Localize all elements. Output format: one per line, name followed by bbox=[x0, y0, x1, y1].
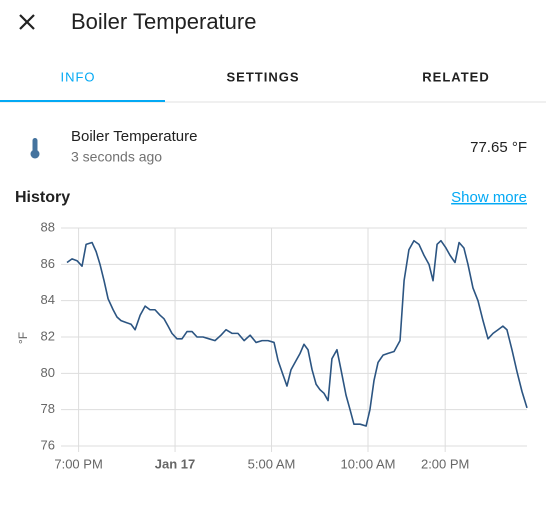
entity-name: Boiler Temperature bbox=[71, 128, 197, 145]
last-changed: 3 seconds ago bbox=[71, 149, 162, 165]
tab[interactable]: INFO bbox=[60, 69, 95, 84]
thermometer-icon bbox=[30, 138, 40, 159]
entity-state: 77.65 °F bbox=[470, 139, 527, 156]
y-axis-label: °F bbox=[16, 332, 30, 344]
show-more-link[interactable]: Show more bbox=[451, 189, 527, 206]
chart: 76 78 80 82 84 86 88 7:00 PM Jan 17 5:00 AM 10:00 … bbox=[41, 219, 528, 471]
y-tick-label: 82 bbox=[41, 328, 55, 343]
tab[interactable]: SETTINGS bbox=[226, 69, 299, 84]
dialog-title: Boiler Temperature bbox=[71, 9, 256, 34]
y-tick-label: 80 bbox=[41, 365, 55, 380]
close-button[interactable] bbox=[19, 14, 35, 30]
x-tick-label: 5:00 AM bbox=[248, 456, 296, 471]
history-title: History bbox=[15, 189, 70, 206]
x-tick-label: 10:00 AM bbox=[341, 456, 396, 471]
y-tick-label: 78 bbox=[41, 401, 55, 416]
y-tick-label: 88 bbox=[41, 219, 55, 234]
line-series bbox=[66, 239, 528, 427]
x-tick-label: Jan 17 bbox=[155, 456, 195, 471]
x-tick-label: 7:00 PM bbox=[54, 456, 102, 471]
y-tick-label: 84 bbox=[41, 292, 55, 307]
y-tick-label: 76 bbox=[41, 437, 55, 452]
tab[interactable]: RELATED bbox=[422, 69, 489, 84]
tab-indicator bbox=[0, 100, 165, 102]
x-tick-label: 2:00 PM bbox=[421, 456, 469, 471]
y-tick-label: 86 bbox=[41, 256, 55, 271]
